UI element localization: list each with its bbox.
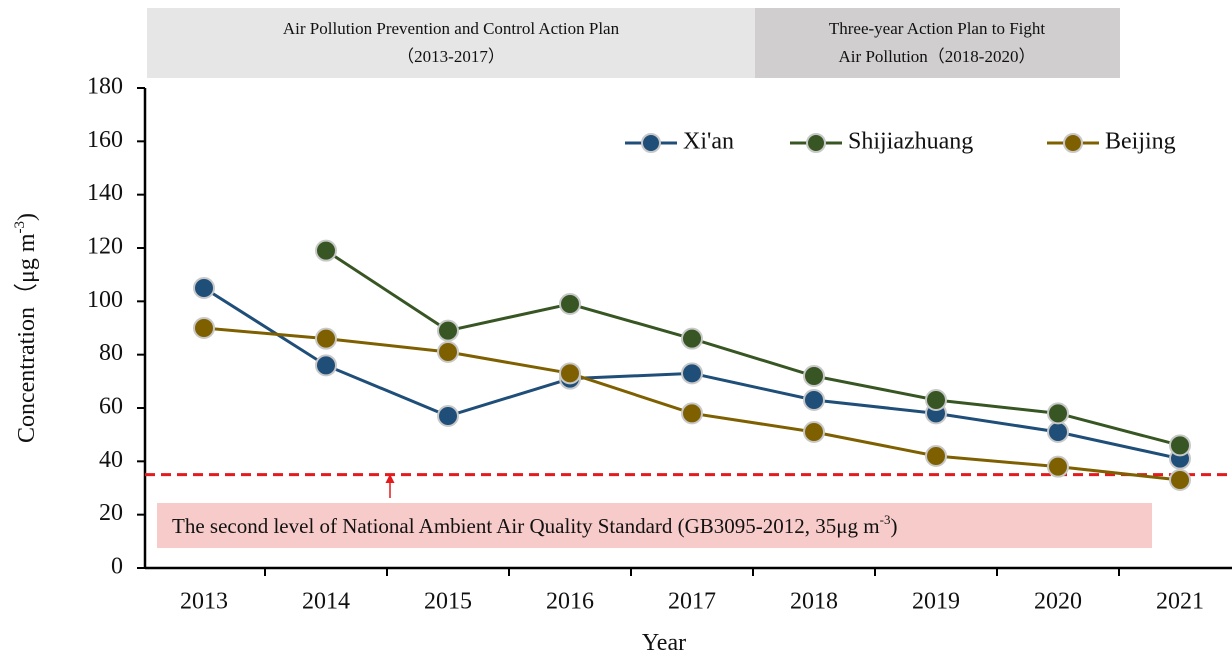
y-tick-label: 120 (87, 234, 123, 260)
banner-text: Air Pollution（2018-2020） (839, 47, 1036, 66)
data-point (559, 293, 581, 315)
y-label-sup: -3 (12, 221, 28, 234)
data-point (681, 402, 703, 425)
annotation: The second level of National Ambient Air… (172, 512, 897, 538)
legend-marker (806, 133, 826, 153)
data-point (1047, 455, 1069, 478)
banner-text: Three-year Action Plan to Fight (829, 19, 1046, 38)
data-point (1169, 469, 1191, 491)
x-tick-label: 2015 (424, 589, 472, 615)
data-point (925, 445, 947, 467)
y-axis-label: Concentration（μg m-3) (12, 213, 40, 443)
y-tick-label: 180 (87, 74, 123, 100)
x-tick-label: 2016 (546, 589, 594, 615)
x-tick-label: 2019 (912, 589, 960, 615)
data-point (437, 341, 459, 363)
annotation-sup: -3 (880, 512, 891, 527)
y-tick-label: 160 (87, 127, 123, 153)
legend-marker (1063, 133, 1083, 153)
y-tick-label: 0 (111, 554, 123, 580)
annotation-arrowhead (385, 474, 395, 483)
y-tick-label: 140 (87, 180, 123, 206)
data-point (681, 362, 703, 385)
data-point (1047, 421, 1069, 443)
banner-text: （2013-2017） (397, 47, 505, 66)
legend-label: Beijing (1105, 129, 1176, 155)
data-point (559, 362, 581, 385)
y-label-suffix: ) (14, 213, 40, 221)
data-point (803, 365, 825, 387)
data-point (803, 421, 825, 443)
banner-box (755, 8, 1120, 78)
x-tick-label: 2017 (668, 589, 716, 615)
data-point (681, 327, 703, 350)
y-tick-label: 40 (99, 447, 123, 473)
annotation-text: The second level of National Ambient Air… (172, 514, 880, 538)
series-line (325, 249, 1181, 447)
y-label-text: Concentration（μg m (14, 233, 40, 443)
x-axis-label: Year (642, 630, 686, 656)
y-tick-label: 100 (87, 287, 123, 313)
data-point (193, 277, 215, 299)
legend-marker (641, 133, 661, 153)
y-tick-label: 80 (99, 340, 123, 366)
legend-label: Shijiazhuang (848, 129, 973, 155)
data-point (315, 354, 337, 377)
data-point (315, 239, 337, 262)
data-point (1047, 402, 1069, 425)
data-point (803, 389, 825, 411)
x-tick-label: 2018 (790, 589, 838, 615)
banner-text: Air Pollution Prevention and Control Act… (283, 19, 620, 38)
annotation-box (157, 503, 1152, 548)
annotation-suffix: ) (890, 514, 897, 538)
x-tick-label: 2014 (302, 589, 350, 615)
data-point (193, 317, 215, 339)
data-point (925, 389, 947, 411)
data-point (437, 319, 459, 342)
legend-label: Xi'an (683, 129, 734, 155)
x-tick-label: 2020 (1034, 589, 1082, 615)
y-tick-label: 60 (99, 394, 123, 420)
x-tick-label: 2013 (180, 589, 228, 615)
x-tick-label: 2021 (1156, 589, 1204, 615)
data-point (437, 405, 459, 427)
data-point (315, 327, 337, 350)
data-point (1169, 434, 1191, 457)
banner-box (147, 8, 755, 78)
y-tick-label: 20 (99, 500, 123, 526)
